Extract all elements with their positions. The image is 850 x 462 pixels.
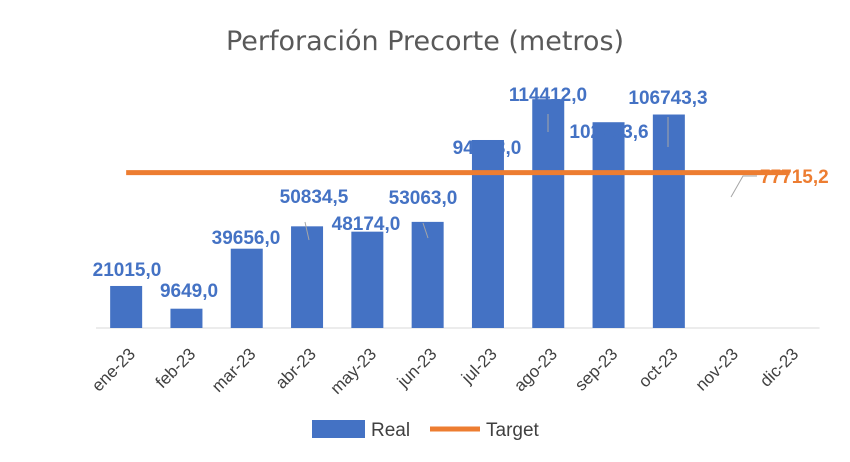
data-label-sep-23: 102893,6 [569, 122, 648, 143]
target-label-leader [730, 175, 757, 198]
chart-title: Perforación Precorte (metros) [226, 26, 624, 57]
x-tick-oct-23: oct-23 [635, 344, 682, 391]
target-data-label: 77715,2 [760, 167, 829, 188]
x-tick-dic-23: dic-23 [756, 344, 802, 390]
data-label-may-23: 48174,0 [332, 214, 401, 235]
bar-oct-23 [652, 114, 685, 328]
x-tick-may-23: may-23 [327, 344, 381, 398]
legend-label-target: Target [486, 420, 540, 441]
bar-feb-23 [170, 308, 203, 328]
bar-ago-23 [532, 99, 565, 329]
bar-jun-23 [411, 221, 444, 328]
data-label-oct-23: 106743,3 [628, 88, 707, 109]
data-label-leader-abr-23 [304, 221, 310, 241]
data-label-feb-23: 9649,0 [160, 281, 218, 302]
legend: Real Target [312, 420, 540, 441]
x-tick-jun-23: jun-23 [393, 344, 441, 392]
x-tick-nov-23: nov-23 [692, 344, 742, 394]
x-tick-abr-23: abr-23 [272, 344, 320, 392]
data-label-jul-23: 94003,0 [453, 138, 522, 159]
x-tick-ene-23: ene-23 [88, 344, 139, 395]
bar-jul-23 [471, 139, 504, 328]
data-label-abr-23: 50834,5 [280, 187, 349, 208]
x-tick-sep-23: sep-23 [571, 344, 621, 394]
data-label-mar-23: 39656,0 [212, 228, 281, 249]
data-label-ene-23: 21015,0 [93, 260, 162, 281]
x-tick-jul-23: jul-23 [457, 344, 501, 388]
bar-abr-23 [291, 226, 324, 328]
legend-label-real: Real [371, 420, 410, 441]
data-label-leader-jun-23 [422, 222, 429, 239]
legend-swatch-real [312, 420, 365, 438]
bar-sep-23 [592, 122, 625, 328]
data-label-jun-23: 53063,0 [389, 188, 458, 209]
x-tick-mar-23: mar-23 [208, 344, 260, 396]
bar-may-23 [351, 231, 384, 328]
x-tick-ago-23: ago-23 [510, 344, 561, 395]
data-label-ago-23: 114412,0 [509, 85, 587, 106]
bar-mar-23 [230, 248, 263, 328]
x-tick-feb-23: feb-23 [152, 344, 200, 392]
bar-ene-23 [110, 285, 143, 328]
